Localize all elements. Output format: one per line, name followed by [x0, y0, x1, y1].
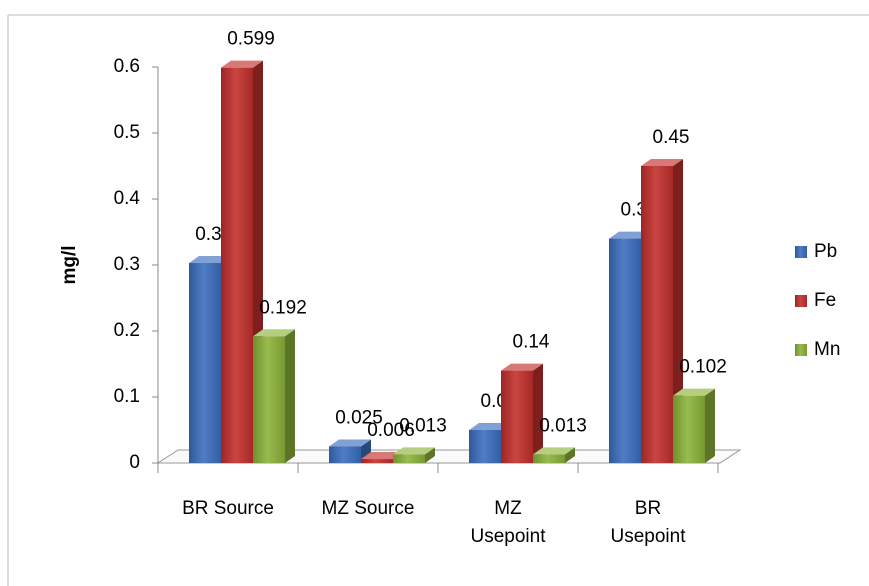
- x-tick-label: MZ Usepoint: [471, 498, 547, 547]
- legend-label: Mn: [814, 339, 840, 360]
- bar-side: [533, 363, 543, 463]
- legend-swatch: [795, 246, 807, 258]
- x-tick-label: BR Source: [182, 498, 274, 519]
- x-tick-label-line: Usepoint: [471, 526, 547, 547]
- bar-3d: [393, 447, 435, 463]
- bar-top: [609, 231, 651, 239]
- y-tick-label: 0.3: [114, 254, 140, 275]
- data-label: 0.192: [259, 297, 307, 318]
- bar: [253, 336, 285, 463]
- bar-top: [501, 363, 543, 371]
- bar-side: [673, 159, 683, 463]
- x-tick-label: MZ Source: [322, 498, 415, 519]
- x-tick-label: BR Usepoint: [611, 498, 687, 547]
- bar-top: [673, 388, 715, 396]
- x-tick-label-line: MZ: [494, 498, 522, 519]
- y-tick-label: 0.4: [114, 188, 141, 209]
- bar-side: [705, 388, 715, 463]
- legend-swatch: [795, 295, 807, 307]
- data-label: 0.102: [679, 357, 727, 378]
- bar-3d: [253, 329, 295, 463]
- legend-label: Pb: [814, 241, 837, 262]
- y-tick-label: 0.6: [114, 56, 140, 77]
- y-tick-label: 0.2: [114, 320, 140, 341]
- y-tick-label: 0.5: [114, 122, 140, 143]
- bar: [361, 459, 393, 463]
- legend-label: Fe: [814, 290, 836, 311]
- bar-top: [329, 439, 371, 447]
- y-tick-label: 0: [129, 452, 140, 473]
- bar-top: [253, 329, 295, 337]
- y-tick-label: 0.1: [114, 386, 140, 407]
- data-label: 0.006: [367, 420, 415, 441]
- bar: [641, 166, 673, 463]
- bar: [393, 454, 425, 463]
- data-label: 0.599: [227, 29, 275, 50]
- bar: [533, 454, 565, 463]
- bar-top: [533, 447, 575, 455]
- bar-top: [393, 447, 435, 455]
- bar: [329, 446, 361, 463]
- data-label: 0.013: [539, 415, 587, 436]
- bar-top: [641, 159, 683, 166]
- bar-top: [189, 256, 231, 264]
- bar: [221, 67, 253, 463]
- bar-side: [425, 447, 435, 463]
- y-axis-label: mg/l: [59, 245, 80, 284]
- data-label: 0.45: [653, 127, 690, 148]
- bar-3d: [329, 439, 371, 463]
- x-tick-label-line: BR: [635, 498, 661, 519]
- data-label: 0.14: [513, 332, 550, 353]
- bar: [609, 238, 641, 463]
- data-label: 0.025: [335, 408, 383, 429]
- bar-3d: [673, 388, 715, 463]
- bar: [501, 370, 533, 463]
- legend-swatch: [795, 344, 807, 356]
- bar-3d: [641, 159, 683, 463]
- bar-side: [285, 329, 295, 463]
- bar-top: [221, 60, 263, 68]
- bar: [673, 395, 705, 463]
- bar-3d: [501, 363, 543, 463]
- bar-3d: [533, 447, 575, 463]
- x-tick-label-line: Usepoint: [611, 526, 687, 547]
- data-label: 0.013: [399, 415, 447, 436]
- bar-side: [565, 447, 575, 463]
- bar: [189, 263, 221, 463]
- bar: [469, 430, 501, 463]
- bar-top: [469, 423, 511, 430]
- bar-top: [361, 452, 403, 460]
